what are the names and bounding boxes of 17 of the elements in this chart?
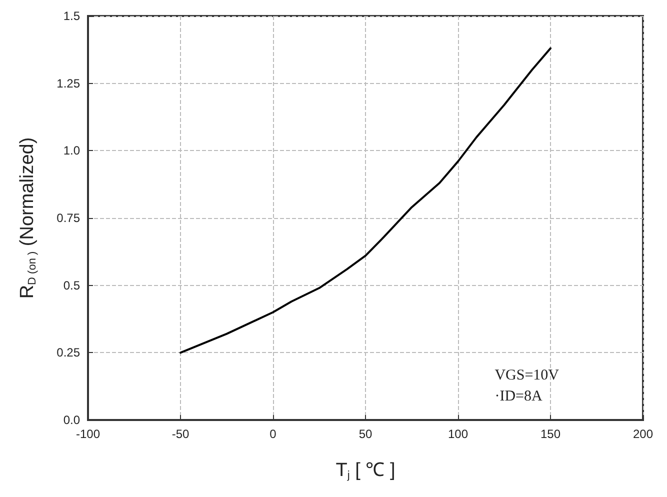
- x-tick-label: -100: [76, 427, 100, 441]
- annotation: VGS=10V ·ID=8A: [494, 368, 560, 404]
- y-tick-label: 0.5: [63, 278, 80, 292]
- x-tick-label: 150: [540, 427, 561, 441]
- y-tick-label: 1.25: [56, 76, 80, 90]
- y-tick-label: 1.0: [63, 144, 80, 158]
- y-axis-title: RD (on ) (Normalized): [17, 137, 38, 299]
- x-tick-label: 50: [358, 427, 372, 441]
- line-series: [180, 47, 552, 354]
- y-tick-label: 1.5: [63, 9, 80, 23]
- x-tick-label: 100: [448, 427, 468, 441]
- y-tick-label: 0.0: [63, 413, 80, 427]
- y-tick-label: 0.75: [56, 211, 80, 225]
- x-tick-label: 0: [270, 427, 277, 441]
- x-tick-label: -50: [172, 427, 190, 441]
- y-tick-label: 0.25: [56, 346, 80, 360]
- x-tick-label: 200: [632, 427, 654, 441]
